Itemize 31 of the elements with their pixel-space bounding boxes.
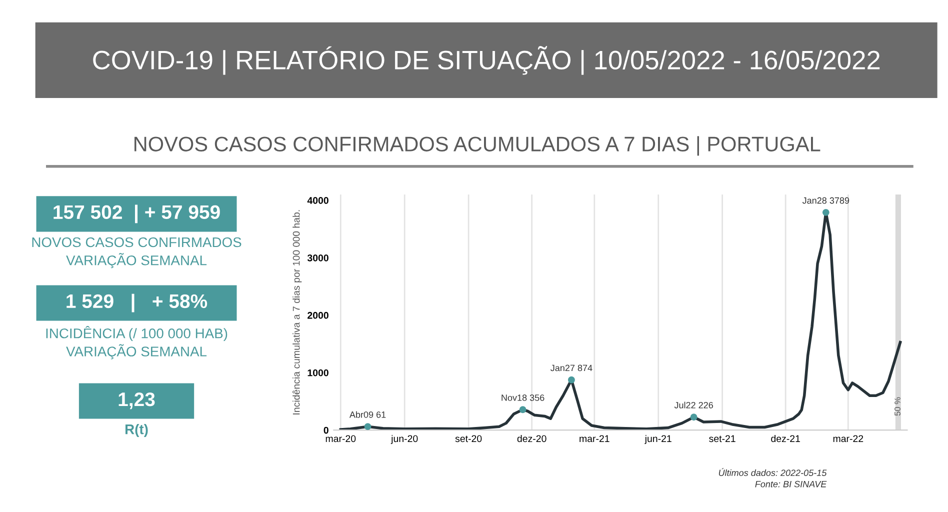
text: Últimos dados: 2022-05-15 <box>718 468 827 476</box>
annotation: Nov18 356 <box>502 394 544 401</box>
y-tick-label: 0 <box>324 426 328 434</box>
text: R(t) <box>125 424 148 437</box>
x-tick-label: mar-22 <box>833 435 864 442</box>
source-note: Fonte: BI SINAVE <box>755 480 827 488</box>
x-tick-label: mar-21 <box>580 435 610 442</box>
band-label: 50 % <box>894 397 900 416</box>
text: NOVOS CASOS CONFIRMADOS VARIAÇÃO SEMANAL <box>32 237 242 268</box>
y-tick-label: 3000 <box>307 254 328 262</box>
y-axis-title: Incidência cumulativa a 7 dias por 100 000 hab. <box>292 210 302 414</box>
x-tick-label: jun-20 <box>390 434 418 444</box>
x-tick-label: dez-20 <box>517 434 546 442</box>
y-tick-label: 2000 <box>308 312 328 319</box>
annotation: Jan28 3789 <box>802 197 850 204</box>
x-tick-label: mar-20 <box>326 435 356 442</box>
x-tick-label: set-21 <box>709 435 736 442</box>
annotation: Abr09 61 <box>349 411 386 418</box>
text: 157 502 | + 57 959 <box>54 204 220 224</box>
chart-subtitle: NOVOS CASOS CONFIRMADOS ACUMULADOS A 7 DIAS | PORTUGAL <box>134 136 820 156</box>
text: INCIDÊNCIA (/ 100 000 HAB) VARIAÇÃO SEMANAL <box>46 326 228 360</box>
text: 1 529 | + 58% <box>66 294 208 312</box>
y-tick-label: 1000 <box>308 369 328 376</box>
y-tick-label: 4000 <box>307 197 328 204</box>
annotation: Jan27 874 <box>550 364 592 372</box>
annotation: Jul22 226 <box>674 402 713 408</box>
x-tick-label: dez-21 <box>771 434 800 442</box>
text: 1,23 <box>118 392 155 410</box>
x-tick-label: jun-21 <box>644 434 672 444</box>
x-tick-label: set-20 <box>455 435 482 442</box>
chart-title: COVID-19 | RELATÓRIO DE SITUAÇÃO | 10/05/2022 - 16/05/2022 <box>93 46 880 75</box>
